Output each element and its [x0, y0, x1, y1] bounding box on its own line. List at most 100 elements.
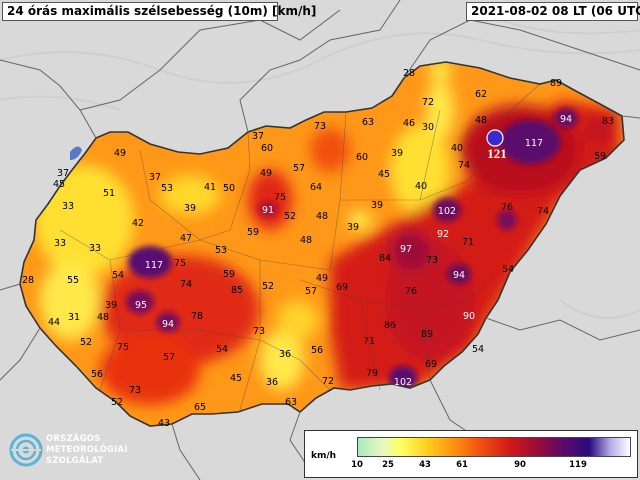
- station-value: 85: [231, 285, 243, 296]
- station-value: 52: [284, 211, 296, 222]
- station-value: 49: [316, 273, 328, 284]
- station-value: 28: [403, 68, 415, 79]
- station-value: 75: [274, 192, 286, 203]
- station-value: 65: [194, 402, 206, 413]
- station-value: 45: [53, 179, 65, 190]
- station-value: 46: [403, 118, 415, 129]
- station-value: 59: [594, 151, 606, 162]
- station-value: 59: [223, 269, 235, 280]
- station-value: 52: [111, 397, 123, 408]
- station-value: 63: [362, 117, 374, 128]
- station-value: 84: [379, 253, 391, 264]
- logo-line-1: ORSZÁGOS: [46, 434, 101, 444]
- station-value: 90: [463, 311, 475, 322]
- station-value: 71: [363, 336, 375, 347]
- station-value: 47: [180, 233, 192, 244]
- station-value: 36: [266, 377, 278, 388]
- station-value: 102: [394, 377, 412, 388]
- station-value: 50: [223, 183, 235, 194]
- station-value: 37: [149, 172, 161, 183]
- station-value: 40: [451, 143, 463, 154]
- station-value: 40: [415, 181, 427, 192]
- legend-tick-25: 25: [382, 460, 394, 470]
- station-value: 69: [425, 359, 437, 370]
- legend-tick-10: 10: [351, 460, 363, 470]
- station-value: 42: [132, 218, 144, 229]
- station-value: 92: [437, 229, 449, 240]
- station-value: 39: [391, 148, 403, 159]
- station-value: 94: [453, 270, 465, 281]
- station-value: 76: [405, 286, 417, 297]
- station-value: 73: [426, 255, 438, 266]
- station-value: 73: [129, 385, 141, 396]
- station-value: 33: [62, 201, 74, 212]
- legend-unit: km/h: [311, 451, 337, 461]
- station-value: 74: [537, 206, 549, 217]
- station-value: 43: [158, 418, 170, 429]
- logo-line-2: METEOROLÓGIAI: [46, 445, 128, 455]
- station-value: 69: [336, 282, 348, 293]
- legend: km/h 10 25 43 61 90 119: [304, 430, 638, 478]
- station-value: 30: [422, 122, 434, 133]
- station-value: 54: [216, 344, 228, 355]
- station-value: 117: [525, 138, 543, 149]
- station-value: 60: [356, 152, 368, 163]
- station-value: 74: [180, 279, 192, 290]
- station-value: 39: [184, 203, 196, 214]
- station-value: 44: [48, 317, 60, 328]
- station-value: 48: [475, 115, 487, 126]
- station-value: 45: [378, 169, 390, 180]
- omsz-logo: ORSZÁGOS METEOROLÓGIAI SZOLGÁLAT: [6, 428, 127, 476]
- station-value: 89: [421, 329, 433, 340]
- max-station-label: 121: [487, 146, 507, 161]
- station-value: 39: [371, 200, 383, 211]
- station-value: 78: [191, 311, 203, 322]
- station-value: 63: [285, 397, 297, 408]
- station-value: 57: [293, 163, 305, 174]
- country-border: [19, 61, 625, 427]
- station-value: 53: [161, 183, 173, 194]
- station-value: 73: [253, 326, 265, 337]
- county-borders: [59, 83, 541, 411]
- station-value: 54: [112, 270, 124, 281]
- station-value: 51: [103, 188, 115, 199]
- legend-tick-119: 119: [569, 460, 587, 470]
- station-value: 94: [162, 319, 174, 330]
- station-value: 57: [163, 352, 175, 363]
- station-value: 72: [322, 376, 334, 387]
- station-value: 74: [458, 160, 470, 171]
- station-value: 73: [314, 121, 326, 132]
- station-value: 59: [247, 227, 259, 238]
- station-value: 60: [261, 143, 273, 154]
- station-value: 49: [260, 168, 272, 179]
- station-value: 52: [80, 337, 92, 348]
- station-value: 95: [135, 300, 147, 311]
- legend-colorbar: [357, 437, 631, 457]
- station-value: 94: [560, 114, 572, 125]
- station-value: 76: [501, 202, 513, 213]
- station-value: 54: [472, 344, 484, 355]
- station-value: 64: [310, 182, 322, 193]
- station-value: 83: [602, 116, 614, 127]
- station-value: 39: [105, 300, 117, 311]
- station-value: 53: [215, 245, 227, 256]
- station-value: 41: [204, 182, 216, 193]
- station-value: 48: [316, 211, 328, 222]
- station-value: 37: [57, 168, 69, 179]
- station-value: 39: [347, 222, 359, 233]
- station-value: 56: [311, 345, 323, 356]
- station-value: 117: [145, 260, 163, 271]
- station-value: 75: [117, 342, 129, 353]
- station-value: 52: [262, 281, 274, 292]
- station-value: 54: [502, 264, 514, 275]
- station-value: 79: [366, 368, 378, 379]
- map-timestamp: 2021-08-02 08 LT (06 UTC): [466, 2, 640, 21]
- station-value: 56: [91, 369, 103, 380]
- station-value: 33: [89, 243, 101, 254]
- map-title: 24 órás maximális szélsebesség (10m) [km…: [2, 2, 316, 21]
- station-value: 97: [400, 244, 412, 255]
- station-value: 55: [67, 275, 79, 286]
- station-value: 91: [262, 205, 274, 216]
